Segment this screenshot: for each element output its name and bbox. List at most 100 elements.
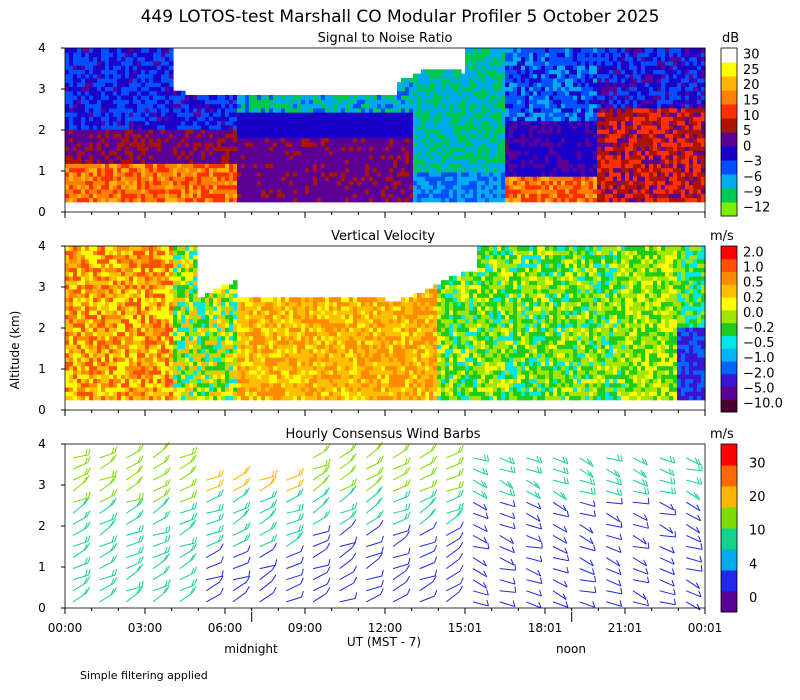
snr-cell [117,73,122,79]
snr-cell [445,150,450,156]
snr-cell [533,154,538,160]
snr-cell [617,103,622,109]
snr-cell [85,197,90,203]
snr-cell [481,107,486,113]
snr-cell [421,116,426,122]
snr-cell [105,73,110,79]
snr-cell [73,52,78,58]
snr-cell [525,184,530,190]
snr-cell [205,141,210,147]
snr-cell [281,171,286,177]
snr-cell [413,146,418,152]
snr-cell [241,180,246,186]
snr-cell [597,120,602,126]
snr-cell [65,103,70,109]
snr-cell [617,193,622,199]
snr-cell [169,107,174,113]
snr-cell [577,73,582,79]
snr-cell [513,112,518,117]
snr-cell [665,193,670,199]
snr-cell [469,180,474,186]
snr-cell [417,107,422,113]
snr-cell [141,116,146,122]
snr-cell [485,141,490,147]
snr-cell [645,193,650,199]
snr-cell [125,69,130,75]
snr-cell [521,197,526,203]
snr-cell [485,56,490,62]
snr-cell [493,154,498,160]
snr-cell [149,193,154,199]
snr-cell [297,146,302,152]
snr-cell [441,176,446,181]
snr-cell [117,150,122,156]
snr-cell [489,159,494,164]
snr-cell [665,150,670,156]
snr-cell [337,197,342,203]
snr-cell [93,184,98,190]
snr-cell [529,159,534,164]
snr-cell [633,129,638,135]
snr-cell [137,65,142,70]
snr-cell [253,159,258,164]
snr-cell [225,167,230,173]
snr-cell [445,154,450,160]
snr-cell [661,124,666,130]
snr-cell [577,94,582,100]
snr-cell [377,159,382,164]
snr-cell [297,150,302,156]
snr-cell [369,133,374,139]
snr-cell [681,124,686,130]
snr-cell [673,82,678,88]
snr-cell [365,159,370,164]
snr-cell [369,107,374,113]
snr-cell [89,69,94,75]
snr-cell [553,133,558,139]
snr-cell [617,150,622,156]
snr-cell [681,90,686,96]
snr-cell [565,112,570,117]
snr-cell [133,86,138,92]
snr-cell [113,60,118,66]
snr-cell [369,103,374,109]
snr-cell [401,129,406,135]
snr-cell [477,167,482,173]
snr-cell [505,116,510,122]
snr-cell [481,116,486,122]
snr-cell [73,193,78,199]
snr-cell [309,150,314,156]
snr-cell [181,107,186,113]
snr-cell [177,120,182,126]
snr-cell [637,133,642,139]
snr-cell [197,167,202,173]
snr-cell [385,103,390,109]
snr-cell [89,52,94,58]
snr-cell [161,193,166,199]
snr-cell [633,141,638,147]
snr-cell [669,99,674,105]
snr-cell [213,94,218,100]
snr-cell [157,180,162,186]
snr-cell [129,129,134,135]
snr-cell [421,188,426,194]
snr-cell [201,188,206,194]
snr-cell [261,193,266,199]
snr-cell [173,94,178,100]
snr-cell [505,107,510,113]
snr-cell [193,129,198,135]
snr-cell [313,176,318,181]
snr-cell [109,146,114,152]
snr-cell [437,77,442,83]
snr-cell [173,146,178,152]
snr-cell [101,184,106,190]
snr-cell [633,60,638,66]
snr-cell [193,137,198,143]
snr-cell [545,176,550,181]
snr-cell [689,65,694,70]
snr-cell [457,112,462,117]
snr-cell [257,146,262,152]
snr-cell [157,188,162,194]
snr-cell [313,159,318,164]
snr-cell [425,188,430,194]
snr-cell [569,103,574,109]
